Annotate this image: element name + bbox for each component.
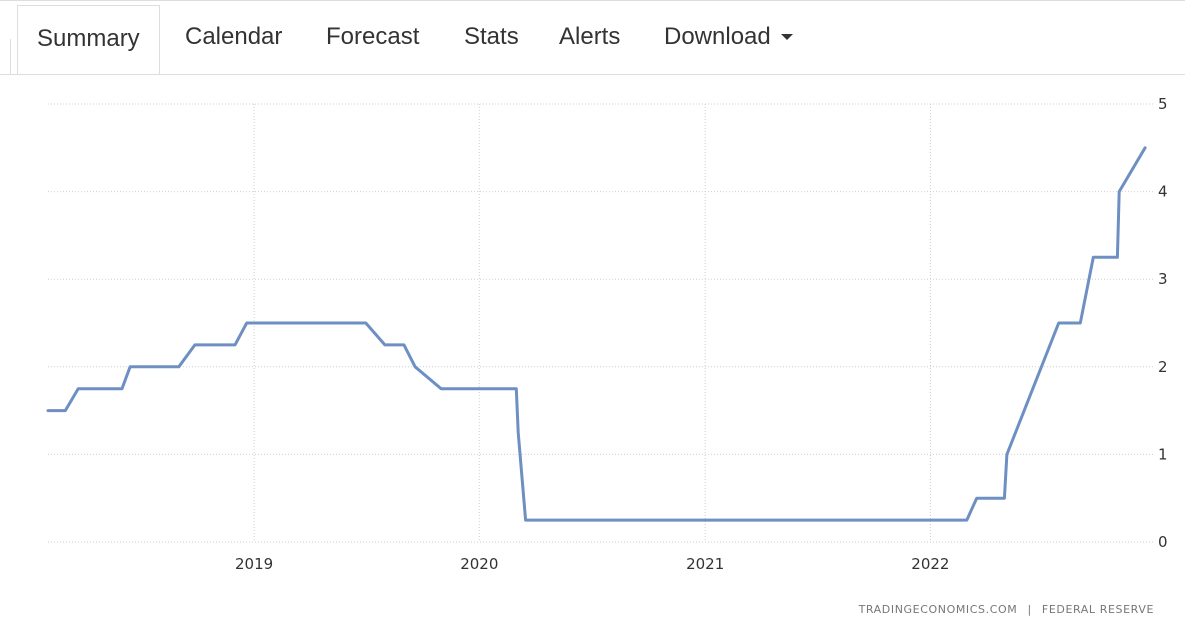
tab-bar-divider bbox=[0, 74, 1185, 75]
y-tick-label-0: 0 bbox=[1158, 533, 1168, 551]
series-line-0 bbox=[46, 146, 1147, 522]
credits-source-site: TRADINGECONOMICS.COM bbox=[858, 603, 1018, 616]
tab-bar: Summary Calendar Forecast Stats Alerts D… bbox=[0, 0, 1185, 75]
tab-stats[interactable]: Stats bbox=[464, 23, 519, 50]
y-tick-label-1: 1 bbox=[1158, 445, 1168, 463]
chevron-down-icon bbox=[780, 33, 793, 40]
tab-calendar[interactable]: Calendar bbox=[185, 23, 283, 50]
tab-bar-left-edge bbox=[0, 39, 11, 75]
tab-forecast[interactable]: Forecast bbox=[326, 23, 420, 50]
x-tick-label-2022: 2022 bbox=[911, 555, 949, 573]
credits-source-org: FEDERAL RESERVE bbox=[1041, 603, 1154, 616]
tab-download[interactable]: Download bbox=[664, 7, 793, 67]
line-chart: 0 1 2 3 4 5 2019 2020 2021 2022 bbox=[46, 95, 1168, 573]
credits-separator: | bbox=[1027, 603, 1032, 616]
y-tick-label-2: 2 bbox=[1158, 358, 1168, 376]
tab-summary[interactable]: Summary bbox=[17, 5, 160, 75]
y-tick-label-3: 3 bbox=[1158, 270, 1168, 288]
x-tick-label-2021: 2021 bbox=[686, 555, 724, 573]
chart-credits: TRADINGECONOMICS.COM | FEDERAL RESERVE bbox=[859, 603, 1154, 616]
y-tick-label-4: 4 bbox=[1158, 183, 1168, 201]
tab-download-label: Download bbox=[664, 23, 771, 50]
tab-alerts[interactable]: Alerts bbox=[559, 23, 621, 50]
y-tick-label-5: 5 bbox=[1158, 95, 1168, 113]
x-tick-label-2019: 2019 bbox=[235, 555, 273, 573]
x-tick-label-2020: 2020 bbox=[460, 555, 498, 573]
